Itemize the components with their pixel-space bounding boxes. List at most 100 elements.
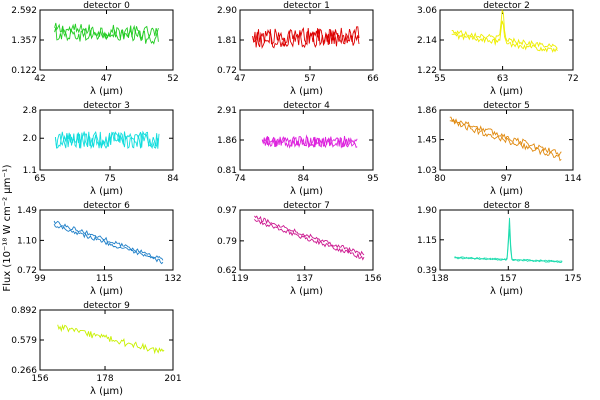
x-axis-label: λ (μm) — [90, 186, 123, 197]
x-tick-label: 72 — [567, 74, 578, 84]
plot-frame — [39, 309, 174, 371]
panel-title: detector 5 — [483, 101, 530, 111]
x-tick-label: 84 — [298, 174, 310, 184]
y-tick-label: 0.62 — [217, 266, 237, 276]
y-tick-label: 1.1 — [23, 166, 37, 176]
series-line-scan-b — [54, 27, 159, 45]
y-tick-label: 0.266 — [11, 366, 37, 376]
y-tick-label: 0.39 — [417, 266, 437, 276]
y-tick-label: 2.8 — [23, 106, 38, 116]
x-tick-label: 84 — [167, 174, 179, 184]
y-tick-label: 0.97 — [217, 206, 237, 216]
x-tick-label: 156 — [31, 374, 48, 384]
panel-detector-1: detector 1 47 57 66 0.72 1.81 2.90 λ (μm) — [217, 1, 379, 97]
x-tick-label: 63 — [497, 74, 508, 84]
y-tick-label: 0.122 — [11, 66, 37, 76]
panel-detector-4: detector 4 74 84 95 0.81 1.86 2.91 λ (μm) — [217, 101, 379, 197]
y-tick-label: 1.03 — [417, 166, 437, 176]
y-tick-label: 1.15 — [417, 236, 437, 246]
y-tick-label: 2.90 — [217, 6, 237, 16]
plot-frame — [39, 109, 174, 171]
series-line-scan-a — [57, 324, 165, 355]
x-tick-label: 115 — [96, 274, 113, 284]
y-tick-label: 1.86 — [217, 136, 237, 146]
figure-y-axis-label: Flux (10⁻¹⁸ W cm⁻² μm⁻¹) — [2, 164, 13, 291]
x-tick-label: 74 — [234, 174, 246, 184]
x-tick-label: 119 — [231, 274, 248, 284]
panel-title: detector 8 — [483, 201, 530, 211]
y-tick-label: 2.91 — [217, 106, 237, 116]
x-axis-label: λ (μm) — [290, 286, 323, 297]
panel-title: detector 9 — [83, 301, 130, 311]
panel-detector-3: detector 3 65 75 84 1.1 2.0 2.8 λ (μm) — [23, 101, 179, 197]
panel-detector-6: detector 6 99 115 132 0.72 1.10 1.49 λ (μm) — [17, 201, 182, 297]
plot-frame — [39, 9, 174, 71]
panel-title: detector 4 — [283, 101, 330, 111]
x-tick-label: 66 — [367, 74, 379, 84]
panel-title: detector 7 — [283, 201, 330, 211]
y-tick-label: 1.49 — [17, 206, 37, 216]
panel-title: detector 6 — [83, 201, 130, 211]
x-tick-label: 80 — [434, 174, 446, 184]
y-tick-label: 1.86 — [417, 106, 437, 116]
x-tick-label: 156 — [364, 274, 381, 284]
series-line-scan-a — [449, 116, 562, 157]
series-line-scan-b — [451, 20, 558, 53]
panel-detector-9: detector 9 156 178 201 0.266 0.579 0.892 λ (μm) — [11, 301, 181, 397]
x-axis-label: λ (μm) — [490, 286, 523, 297]
series-line-scan-a — [53, 220, 164, 261]
series-line-scan-b — [54, 130, 160, 150]
series-line-scan-a — [254, 215, 365, 257]
x-tick-label: 47 — [101, 74, 112, 84]
x-tick-label: 97 — [501, 174, 512, 184]
x-tick-label: 157 — [500, 274, 517, 284]
series-line-scan-b — [252, 26, 360, 49]
x-tick-label: 57 — [304, 74, 315, 84]
panel-detector-8: detector 8 138 157 175 0.39 1.15 1.90 λ (μm) — [417, 201, 582, 297]
y-tick-label: 0.81 — [217, 166, 237, 176]
panel-title: detector 0 — [83, 1, 130, 11]
x-tick-label: 114 — [564, 174, 581, 184]
y-tick-label: 0.72 — [217, 66, 237, 76]
x-tick-label: 47 — [234, 74, 245, 84]
y-tick-label: 1.45 — [417, 136, 437, 146]
series-line-scan-a — [252, 27, 360, 49]
x-tick-label: 137 — [296, 274, 313, 284]
plot-frame — [239, 209, 374, 271]
panel-detector-5: detector 5 80 97 114 1.03 1.45 1.86 λ (μm) — [417, 101, 582, 197]
y-tick-label: 2.14 — [417, 36, 437, 46]
x-axis-label: λ (μm) — [90, 86, 123, 97]
y-tick-label: 0.72 — [17, 266, 37, 276]
x-axis-label: λ (μm) — [90, 386, 123, 397]
x-tick-label: 75 — [104, 174, 115, 184]
x-axis-label: λ (μm) — [490, 86, 523, 97]
series-line-scan-a — [451, 8, 558, 49]
y-tick-label: 1.22 — [417, 66, 437, 76]
panel-title: detector 1 — [283, 1, 330, 11]
x-axis-label: λ (μm) — [290, 86, 323, 97]
y-tick-label: 2.592 — [11, 6, 37, 16]
panel-detector-2: detector 2 55 63 72 1.22 2.14 3.06 λ (μm) — [417, 1, 579, 97]
series-line-scan-b — [254, 219, 365, 261]
y-tick-label: 1.90 — [417, 206, 437, 216]
x-tick-label: 138 — [431, 274, 448, 284]
x-tick-label: 95 — [367, 174, 378, 184]
y-tick-label: 1.81 — [217, 36, 237, 46]
x-tick-label: 132 — [164, 274, 181, 284]
x-tick-label: 42 — [34, 74, 45, 84]
x-tick-label: 175 — [564, 274, 581, 284]
y-tick-label: 1.10 — [17, 236, 37, 246]
x-tick-label: 52 — [167, 74, 178, 84]
y-tick-label: 1.357 — [11, 36, 37, 46]
panel-title: detector 2 — [483, 1, 530, 11]
series-line-scan-b — [454, 228, 563, 263]
panel-detector-7: detector 7 119 137 156 0.62 0.79 0.97 λ (μm) — [217, 201, 382, 297]
x-tick-label: 99 — [34, 274, 46, 284]
x-axis-label: λ (μm) — [90, 286, 123, 297]
series-line-scan-b — [449, 119, 562, 162]
x-tick-label: 55 — [434, 74, 445, 84]
y-tick-label: 0.579 — [11, 336, 37, 346]
x-tick-label: 178 — [96, 374, 113, 384]
y-tick-label: 0.79 — [217, 237, 237, 247]
